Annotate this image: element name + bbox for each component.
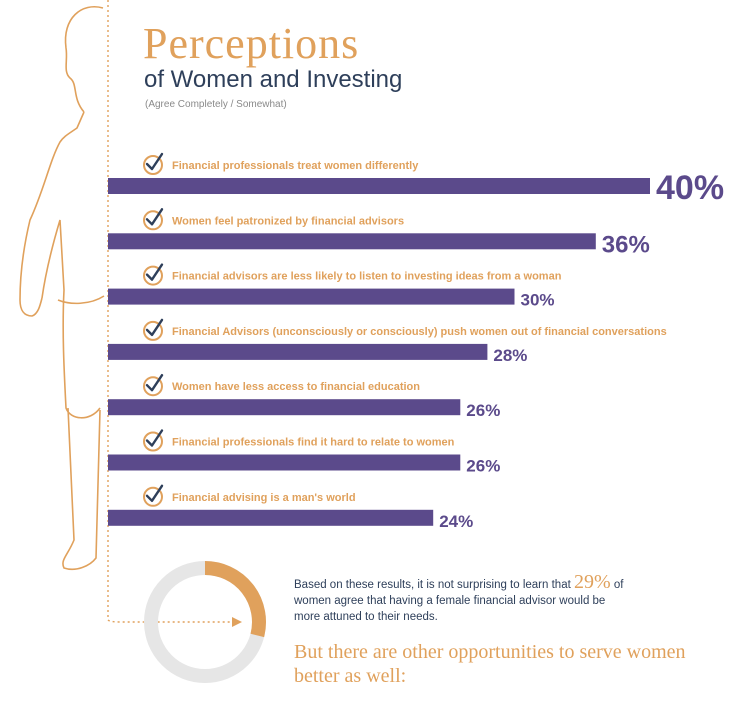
dotted-guide-arrow-line bbox=[107, 619, 234, 623]
bar bbox=[108, 178, 650, 194]
bar-category-label: Financial professionals find it hard to … bbox=[172, 437, 455, 449]
closing-statement: But there are other opportunities to ser… bbox=[294, 641, 686, 687]
bar-category-label: Women have less access to financial educ… bbox=[172, 381, 420, 393]
conclusion-tail: of women agree that having a female fina… bbox=[294, 579, 624, 623]
bar-value-label: 26% bbox=[466, 457, 500, 476]
check-circle-icon bbox=[143, 318, 164, 341]
bar-category-label: Financial Advisors (unconsciously or con… bbox=[172, 326, 667, 338]
bar bbox=[108, 233, 596, 250]
bar bbox=[108, 454, 461, 471]
bar bbox=[108, 343, 488, 360]
check-circle-icon bbox=[143, 208, 164, 231]
page-title: Perceptions bbox=[143, 19, 360, 68]
bar-value-label: 36% bbox=[602, 231, 650, 258]
bar-value-label: 24% bbox=[439, 512, 473, 531]
bar bbox=[108, 288, 515, 305]
bar-category-label: Financial advising is a man's world bbox=[172, 492, 356, 504]
bar-value-label: 40% bbox=[656, 169, 724, 207]
arrowhead-icon bbox=[232, 617, 242, 627]
bar-category-label: Financial advisors are less likely to li… bbox=[172, 271, 562, 283]
bar-category-label: Women feel patronized by financial advis… bbox=[172, 215, 404, 227]
check-circle-icon bbox=[143, 429, 164, 452]
bar-value-label: 30% bbox=[521, 291, 555, 310]
bar-category-label: Financial professionals treat women diff… bbox=[172, 160, 419, 172]
page-subtitle: of Women and Investing bbox=[144, 66, 403, 93]
check-circle-icon bbox=[143, 484, 164, 507]
conclusion-stat: 29% bbox=[574, 571, 611, 593]
check-circle-icon bbox=[143, 374, 164, 397]
check-circle-icon bbox=[143, 263, 164, 286]
woman-figure-illustration bbox=[19, 6, 105, 571]
check-circle-icon bbox=[143, 152, 164, 175]
conclusion-text: Based on these results, it is not surpri… bbox=[294, 571, 634, 625]
bar-value-label: 28% bbox=[493, 346, 527, 365]
conclusion-lead: Based on these results, it is not surpri… bbox=[294, 579, 571, 591]
bar bbox=[108, 399, 461, 416]
donut-value-arc bbox=[204, 561, 266, 638]
bar bbox=[108, 509, 434, 526]
bar-value-label: 26% bbox=[466, 401, 500, 420]
survey-note: (Agree Completely / Somewhat) bbox=[145, 99, 287, 110]
